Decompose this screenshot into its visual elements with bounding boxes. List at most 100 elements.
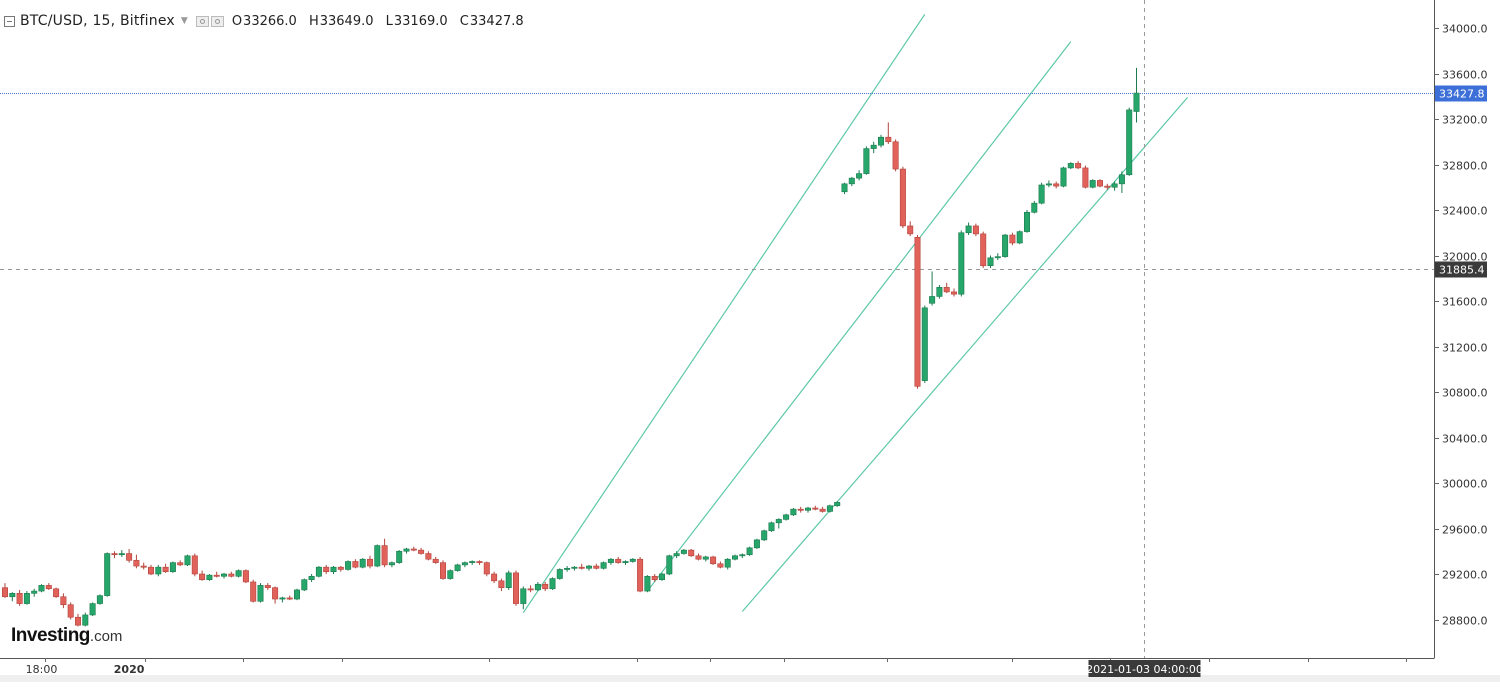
- candle[interactable]: [418, 547, 425, 555]
- candle-body[interactable]: [549, 578, 556, 590]
- candle[interactable]: [111, 551, 118, 559]
- candle[interactable]: [191, 553, 198, 577]
- candle-body[interactable]: [418, 549, 425, 554]
- candle-body[interactable]: [505, 572, 512, 588]
- candle[interactable]: [162, 563, 169, 573]
- candle-body[interactable]: [1009, 234, 1016, 244]
- candle-body[interactable]: [213, 574, 220, 577]
- candle[interactable]: [622, 560, 629, 565]
- candle[interactable]: [775, 518, 782, 529]
- candle[interactable]: [272, 586, 279, 604]
- candle-body[interactable]: [688, 549, 695, 557]
- candle-body[interactable]: [710, 556, 717, 565]
- candle-body[interactable]: [53, 588, 60, 598]
- candle[interactable]: [637, 556, 644, 593]
- candle[interactable]: [856, 170, 863, 181]
- candle-body[interactable]: [863, 148, 870, 174]
- candle-body[interactable]: [323, 566, 330, 573]
- candle-body[interactable]: [958, 232, 965, 295]
- candle-body[interactable]: [155, 566, 162, 575]
- candle[interactable]: [834, 501, 841, 507]
- candle[interactable]: [228, 571, 235, 578]
- candle[interactable]: [1089, 179, 1096, 189]
- candle-body[interactable]: [31, 590, 38, 594]
- candle[interactable]: [593, 563, 600, 570]
- candle-body[interactable]: [1002, 234, 1009, 257]
- candle[interactable]: [213, 571, 220, 578]
- candle-body[interactable]: [797, 508, 804, 511]
- candle-body[interactable]: [82, 614, 89, 626]
- candle[interactable]: [184, 554, 191, 567]
- candle[interactable]: [512, 570, 519, 606]
- candle[interactable]: [1118, 171, 1125, 193]
- candle-body[interactable]: [177, 562, 184, 566]
- candle-body[interactable]: [1016, 231, 1023, 244]
- candle[interactable]: [45, 583, 52, 590]
- channel-lines[interactable]: [522, 14, 1189, 614]
- candle[interactable]: [483, 561, 490, 577]
- candle-body[interactable]: [206, 574, 213, 580]
- candle[interactable]: [644, 575, 651, 593]
- candle-body[interactable]: [104, 553, 111, 596]
- candle[interactable]: [469, 560, 476, 565]
- candle-body[interactable]: [133, 560, 140, 567]
- candle-body[interactable]: [885, 136, 892, 143]
- candle-body[interactable]: [826, 505, 833, 512]
- candle[interactable]: [491, 571, 498, 584]
- candle[interactable]: [38, 584, 45, 593]
- candle-body[interactable]: [761, 530, 768, 541]
- candle[interactable]: [600, 561, 607, 570]
- candle-body[interactable]: [1111, 183, 1118, 188]
- candle-body[interactable]: [439, 562, 446, 579]
- candle[interactable]: [279, 596, 286, 603]
- candle[interactable]: [315, 566, 322, 578]
- candle-body[interactable]: [1104, 185, 1111, 188]
- candle-body[interactable]: [615, 558, 622, 563]
- candle[interactable]: [169, 561, 176, 573]
- candle[interactable]: [1126, 107, 1133, 176]
- candle-body[interactable]: [637, 558, 644, 592]
- candle-body[interactable]: [950, 291, 957, 295]
- candle-body[interactable]: [994, 256, 1001, 259]
- candle[interactable]: [731, 554, 738, 561]
- candle[interactable]: [819, 506, 826, 513]
- candle-body[interactable]: [527, 588, 534, 591]
- candle[interactable]: [680, 548, 687, 555]
- candle[interactable]: [366, 555, 373, 569]
- candle-body[interactable]: [242, 570, 249, 583]
- candle[interactable]: [388, 561, 395, 568]
- candle-body[interactable]: [374, 545, 381, 567]
- candle-body[interactable]: [1, 587, 9, 598]
- candle[interactable]: [804, 506, 811, 513]
- candle[interactable]: [257, 583, 264, 603]
- candle[interactable]: [812, 505, 819, 511]
- candle[interactable]: [717, 561, 724, 569]
- candle-body[interactable]: [366, 558, 373, 567]
- candle-body[interactable]: [556, 569, 563, 579]
- candle[interactable]: [439, 560, 446, 580]
- candle[interactable]: [1060, 166, 1067, 188]
- candle-body[interactable]: [629, 558, 636, 562]
- candle[interactable]: [885, 122, 892, 145]
- channel-line[interactable]: [646, 41, 1072, 592]
- candle-body[interactable]: [169, 562, 176, 573]
- candle[interactable]: [666, 554, 673, 576]
- candle[interactable]: [1009, 232, 1016, 246]
- candle-body[interactable]: [1082, 167, 1089, 188]
- candle[interactable]: [841, 182, 848, 195]
- candle[interactable]: [958, 230, 965, 297]
- candle-body[interactable]: [191, 555, 198, 575]
- candle[interactable]: [118, 550, 125, 557]
- candle[interactable]: [381, 538, 388, 568]
- candle-body[interactable]: [564, 568, 571, 570]
- candle-body[interactable]: [96, 595, 103, 604]
- candle[interactable]: [710, 555, 717, 565]
- candle-body[interactable]: [848, 177, 855, 185]
- candle[interactable]: [250, 579, 257, 603]
- visibility-eye-icon[interactable]: [195, 15, 209, 27]
- candle-body[interactable]: [250, 581, 257, 602]
- candle[interactable]: [527, 585, 534, 593]
- candle[interactable]: [148, 564, 155, 576]
